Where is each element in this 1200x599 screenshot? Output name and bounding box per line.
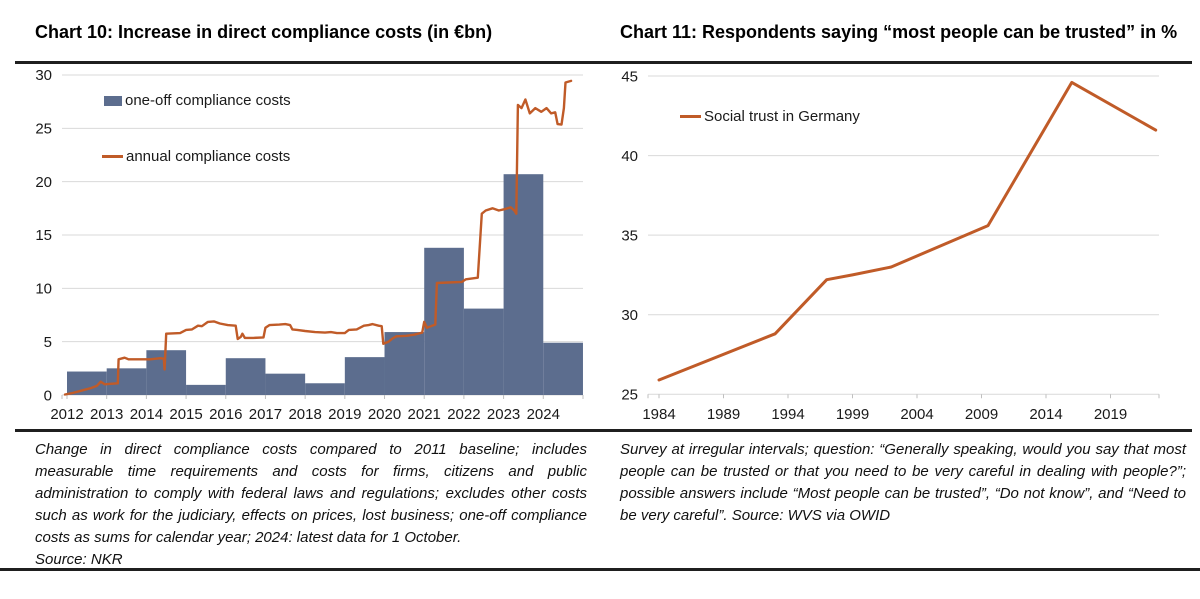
y-tick-label: 10 [35, 281, 52, 298]
x-tick-label: 2014 [1029, 406, 1062, 423]
y-tick-label: 15 [35, 227, 52, 244]
x-tick-label: 2023 [487, 406, 520, 423]
x-tick-label: 2018 [288, 406, 321, 423]
y-tick-label: 25 [621, 387, 638, 404]
bar-2019 [344, 357, 385, 395]
bar-2015 [186, 384, 226, 395]
y-tick-label: 5 [44, 334, 52, 351]
bar-swatch-icon [104, 95, 122, 106]
legend-social-trust-label: Social trust in Germany [704, 108, 860, 125]
x-tick-label: 2022 [447, 406, 480, 423]
x-tick-label: 2009 [965, 406, 998, 423]
chart11-title: Chart 11: Respondents saying “most peopl… [620, 22, 1178, 42]
x-tick-label: 2019 [1094, 406, 1127, 423]
y-tick-label: 20 [35, 174, 52, 191]
legend-social-trust: Social trust in Germany [680, 108, 860, 125]
chart10-footnote: Change in direct compliance costs compar… [35, 439, 587, 571]
middle-rule [15, 429, 1192, 432]
bar-2022 [463, 308, 504, 395]
chart10-plot: 0 5 10 15 20 25 30 2012 2013 2014 2015 2016 2017 2018… [35, 67, 584, 423]
x-tick-label: 2013 [90, 406, 123, 423]
x-tick-label: 2015 [169, 406, 202, 423]
bottom-rule [0, 568, 1200, 571]
bar-2023 [503, 174, 544, 395]
x-tick-label: 2012 [50, 406, 83, 423]
y-tick-label: 0 [44, 387, 52, 404]
line-swatch-icon [102, 155, 123, 158]
legend-annual: annual compliance costs [102, 148, 290, 165]
bar-2021 [424, 247, 464, 395]
top-rule [15, 61, 1192, 64]
x-tick-label: 1994 [771, 406, 804, 423]
bar-2016 [225, 358, 266, 395]
chart11-plot: 25 30 35 40 45 1984 1989 1994 1999 2004 2009 2014 20… [621, 68, 1160, 423]
x-tick-label: 2021 [408, 406, 441, 423]
chart11-line-series [657, 80, 1158, 382]
x-tick-label: 2024 [527, 406, 560, 423]
bar-2018 [305, 383, 345, 395]
chart10-footnote-text: Change in direct compliance costs compar… [35, 441, 587, 546]
chart10-line-series [63, 79, 573, 396]
bar-2024 [543, 342, 583, 395]
x-tick-label: 1989 [707, 406, 740, 423]
chart10-source: Source: NKR [35, 551, 123, 568]
y-tick-label: 45 [621, 68, 638, 85]
y-tick-label: 30 [35, 67, 52, 84]
bar-2013 [106, 368, 147, 395]
x-tick-label: 2019 [328, 406, 361, 423]
legend-annual-label: annual compliance costs [126, 148, 291, 165]
x-tick-label: 2016 [209, 406, 242, 423]
chart10-title: Chart 10: Increase in direct compliance … [35, 22, 493, 42]
y-tick-label: 35 [621, 227, 638, 244]
x-tick-label: 1984 [642, 406, 675, 423]
y-tick-label: 25 [35, 121, 52, 138]
y-tick-label: 30 [621, 307, 638, 324]
x-tick-label: 2020 [368, 406, 401, 423]
x-tick-label: 2014 [130, 406, 163, 423]
chart11-footnote-text: Survey at irregular intervals; question:… [620, 441, 1186, 524]
line-swatch-icon [680, 115, 701, 118]
bar-2020 [384, 332, 425, 395]
chart11-footnote: Survey at irregular intervals; question:… [620, 439, 1186, 527]
legend-oneoff: one-off compliance costs [104, 92, 291, 109]
legend-oneoff-label: one-off compliance costs [125, 92, 291, 109]
x-tick-label: 1999 [836, 406, 869, 423]
x-tick-label: 2004 [900, 406, 933, 423]
bar-2017 [265, 373, 306, 395]
bar-2012 [67, 371, 107, 395]
y-tick-label: 40 [621, 148, 638, 165]
x-tick-label: 2017 [249, 406, 282, 423]
